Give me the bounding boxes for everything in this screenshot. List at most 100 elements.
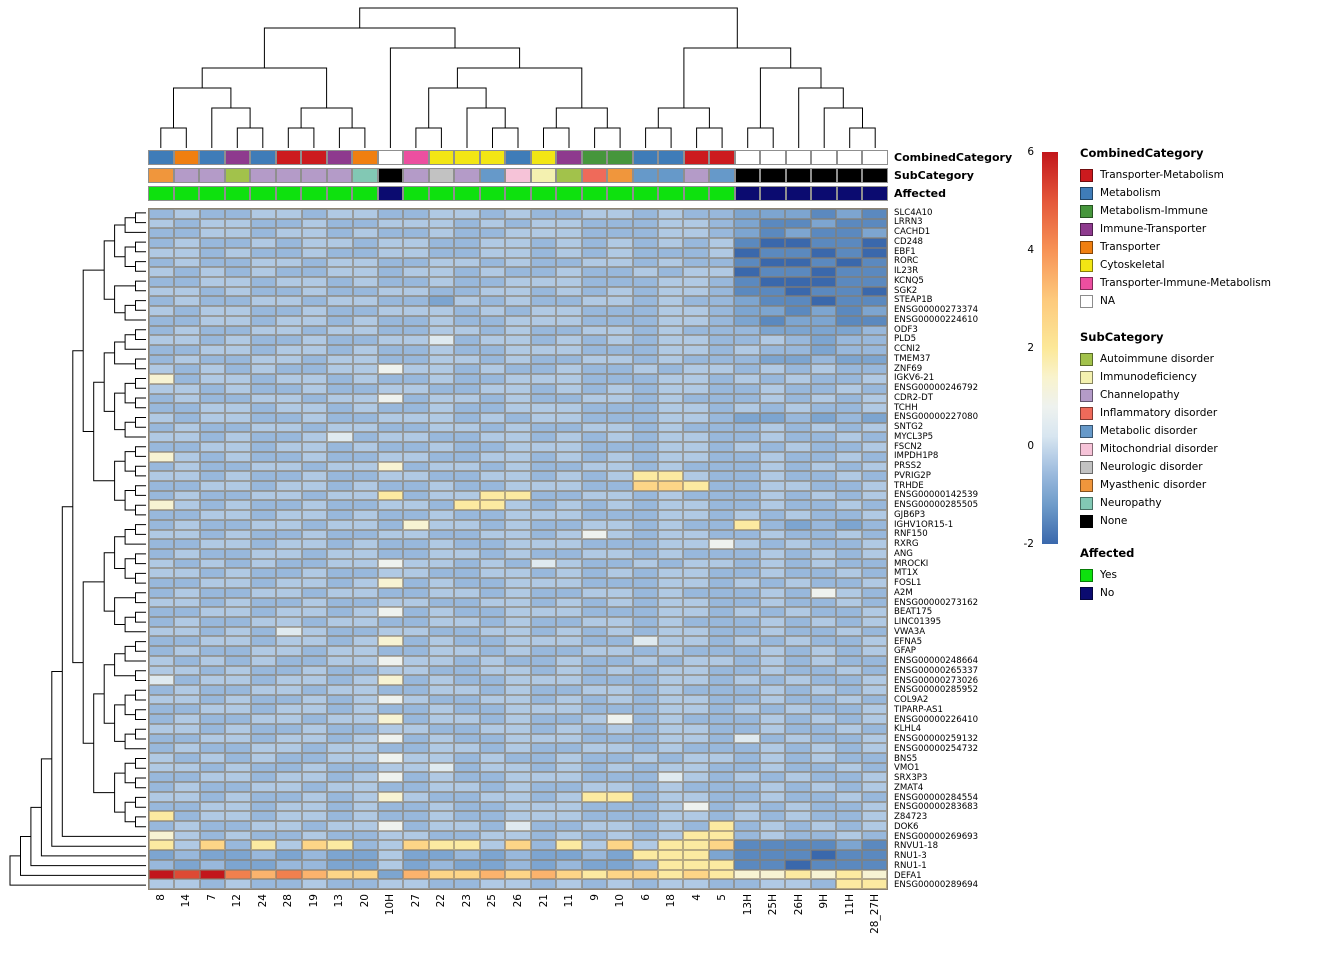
- column-label: 8: [154, 894, 167, 901]
- heatmap-cell: [810, 510, 837, 520]
- heatmap-cell: [734, 665, 760, 676]
- heatmap-cell: [225, 471, 251, 481]
- heatmap-cell: [556, 374, 582, 384]
- heatmap-cell: [149, 646, 175, 656]
- color-scale-ticks: 6 4 2 0 -2: [1008, 146, 1038, 550]
- combined-category-cell: [403, 150, 429, 165]
- heatmap-cell: [530, 539, 557, 549]
- heatmap-cell: [250, 364, 277, 375]
- heatmap-cell: [836, 568, 862, 579]
- heatmap-cell: [225, 626, 251, 637]
- heatmap-cell: [454, 762, 480, 773]
- heatmap-cell: [734, 685, 760, 695]
- heatmap-cell: [327, 685, 353, 695]
- heatmap-cell: [810, 277, 837, 287]
- heatmap-cell: [759, 549, 786, 559]
- heatmap-cell: [327, 743, 353, 753]
- heatmap-cell: [657, 617, 684, 627]
- heatmap-cell: [785, 850, 811, 860]
- color-scale-tick-label: -2: [1023, 538, 1034, 550]
- heatmap-cell: [657, 607, 684, 617]
- row-label: CCNI2: [894, 344, 921, 355]
- heatmap-cell: [708, 267, 735, 277]
- heatmap-cell: [454, 286, 480, 297]
- heatmap-cell: [301, 286, 328, 297]
- heatmap-cell: [327, 325, 353, 336]
- heatmap-cell: [708, 519, 735, 530]
- heatmap-cell: [327, 850, 353, 860]
- heatmap-cell: [581, 782, 608, 792]
- heatmap-cell: [352, 451, 379, 462]
- heatmap-cell: [403, 733, 429, 744]
- heatmap-cell: [581, 345, 608, 355]
- heatmap-cell: [301, 714, 328, 724]
- heatmap-cell: [632, 247, 658, 258]
- heatmap-cell: [225, 374, 251, 384]
- heatmap-cell: [607, 879, 633, 889]
- heatmap-cell: [352, 685, 379, 695]
- heatmap-cell: [403, 772, 429, 783]
- heatmap-cell: [581, 374, 608, 384]
- heatmap-cell: [708, 801, 735, 812]
- affected-cell: [709, 186, 735, 201]
- heatmap-cell: [454, 519, 480, 530]
- heatmap-cell: [479, 714, 506, 724]
- heatmap-cell: [607, 413, 633, 423]
- heatmap-cell: [301, 830, 328, 841]
- heatmap-cell: [657, 481, 684, 491]
- heatmap-cell: [225, 442, 251, 452]
- heatmap-cell: [708, 753, 735, 763]
- heatmap-cell: [759, 413, 786, 423]
- heatmap-cell: [276, 209, 302, 219]
- heatmap-cell: [657, 714, 684, 724]
- heatmap-cell: [403, 238, 429, 248]
- heatmap-cell: [632, 422, 658, 433]
- heatmap-cell: [479, 607, 506, 617]
- heatmap-cell: [836, 471, 862, 481]
- heatmap-cell: [225, 529, 251, 540]
- row-label: PVRIG2P: [894, 470, 931, 481]
- heatmap-cell: [149, 655, 175, 666]
- heatmap-cell: [378, 442, 404, 452]
- heatmap-cell: [810, 471, 837, 481]
- heatmap-cell: [225, 393, 251, 404]
- heatmap-cell: [276, 869, 302, 880]
- heatmap-cell: [683, 578, 709, 588]
- heatmap-cell: [250, 461, 277, 472]
- heatmap-cell: [505, 451, 531, 462]
- heatmap-cell: [530, 704, 557, 715]
- heatmap-cell: [276, 646, 302, 656]
- heatmap-cell: [657, 257, 684, 268]
- heatmap-cell: [708, 694, 735, 705]
- heatmap-cell: [810, 597, 837, 608]
- heatmap-cell: [403, 422, 429, 433]
- heatmap-cell: [403, 568, 429, 579]
- heatmap-cell: [250, 539, 277, 549]
- heatmap-cell: [530, 587, 557, 598]
- heatmap-cell: [530, 500, 557, 511]
- row-label: RORC: [894, 256, 919, 267]
- heatmap-cell: [657, 306, 684, 316]
- heatmap-cell: [327, 335, 353, 345]
- heatmap-cell: [632, 218, 658, 229]
- heatmap-cell: [378, 704, 404, 715]
- heatmap-cell: [530, 325, 557, 336]
- heatmap-cell: [861, 247, 887, 258]
- heatmap-cell: [708, 821, 735, 831]
- heatmap-cell: [861, 723, 887, 734]
- heatmap-cell: [301, 519, 328, 530]
- heatmap-cell: [199, 772, 226, 783]
- heatmap-cell: [556, 315, 582, 326]
- heatmap-cell: [403, 821, 429, 831]
- row-label: ZNF69: [894, 363, 923, 374]
- heatmap-cell: [327, 442, 353, 452]
- heatmap-cell: [861, 636, 887, 647]
- heatmap-cell: [225, 257, 251, 268]
- heatmap-cell: [250, 209, 277, 219]
- row-label: TCHH: [894, 402, 918, 413]
- heatmap-cell: [632, 840, 658, 851]
- heatmap-cell: [327, 549, 353, 559]
- heatmap-cell: [378, 490, 404, 501]
- heatmap-cell: [607, 510, 633, 520]
- heatmap-cell: [785, 597, 811, 608]
